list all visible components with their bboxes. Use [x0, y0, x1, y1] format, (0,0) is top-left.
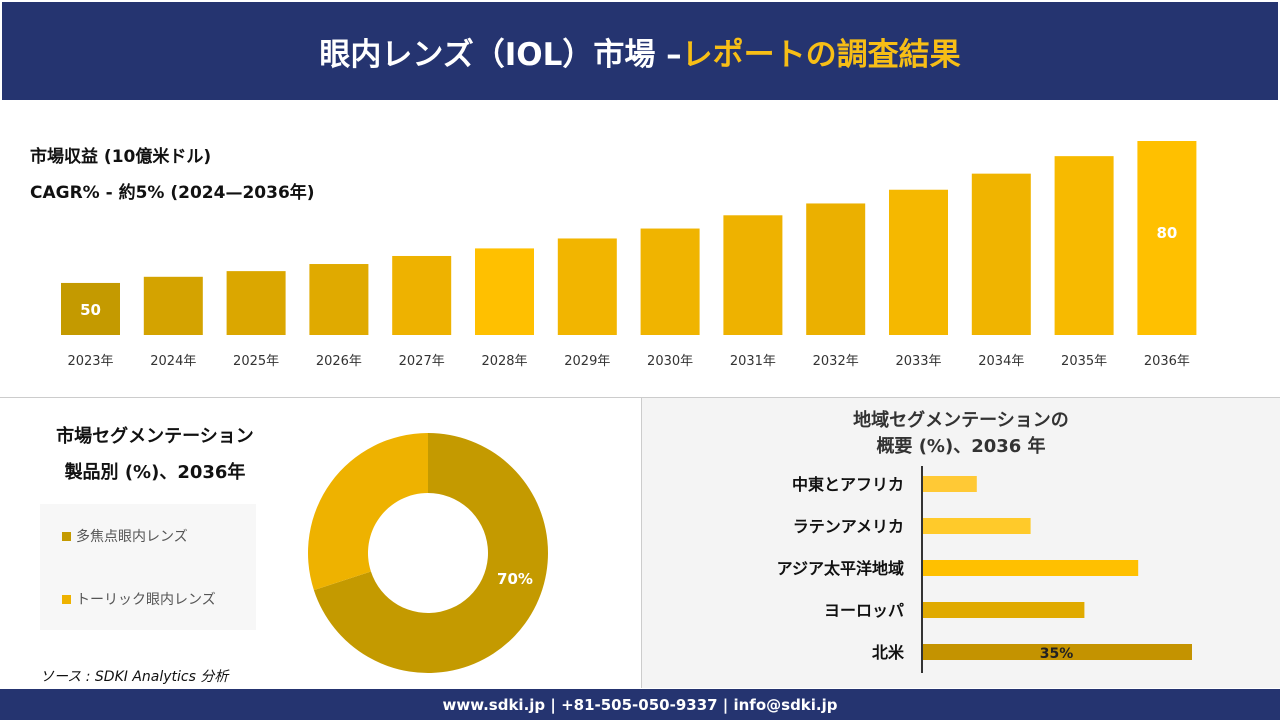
legend-swatch — [62, 594, 71, 604]
legend-item: 多焦点眼内レンズ — [62, 526, 188, 546]
y-tick-label: ヨーロッパ — [824, 601, 904, 620]
x-tick-label: 2025年 — [233, 354, 279, 369]
bar — [640, 228, 700, 335]
region-panel: 地域セグメンテーションの 概要 (%)、2036 年 中東とアフリカ ラテンアメリ… — [641, 398, 1280, 688]
bar — [61, 282, 120, 335]
data-label: 50 — [80, 301, 101, 319]
x-tick-label: 2034年 — [978, 354, 1024, 369]
x-tick-label: 2030年 — [647, 354, 693, 369]
cagr-label: CAGR% - 約5% (2024—2036年) — [30, 183, 315, 203]
legend-swatch — [62, 531, 71, 541]
y-tick-label: 中東とアフリカ — [792, 475, 904, 494]
divider — [0, 397, 1280, 398]
bar — [226, 271, 286, 335]
bar — [923, 476, 977, 492]
bar — [889, 189, 948, 335]
donut-slice — [308, 433, 428, 591]
bar — [392, 255, 452, 335]
y-tick-label: 北米 — [872, 643, 905, 662]
legend-label: トーリック眼内レンズ — [76, 592, 216, 608]
x-tick-label: 2033年 — [895, 354, 941, 369]
bar — [971, 173, 1031, 335]
bar — [143, 276, 203, 335]
region-title: 地域セグメンテーションの — [853, 410, 1069, 431]
bar — [1137, 141, 1197, 335]
bar — [723, 215, 783, 335]
footer-contact: www.sdki.jp | +81-505-050-9337 | info@sd… — [0, 689, 1280, 720]
bar — [923, 644, 1192, 660]
bar — [475, 248, 534, 335]
region-subtitle: 概要 (%)、2036 年 — [876, 436, 1046, 457]
donut-legend: 多焦点眼内レンズ トーリック眼内レンズ — [40, 504, 256, 630]
x-tick-label: 2031年 — [730, 354, 776, 369]
x-tick-label: 2032年 — [813, 354, 859, 369]
revenue-label: 市場収益 (10億米ドル) — [30, 147, 212, 167]
x-tick-label: 2036年 — [1144, 354, 1190, 369]
segment-subtitle: 製品別 (%)、2036年 — [64, 462, 246, 483]
bar — [923, 602, 1085, 618]
product-donut-chart: 70% — [308, 433, 548, 673]
legend-label: 多焦点眼内レンズ — [76, 529, 188, 545]
y-tick-label: ラテンアメリカ — [793, 517, 904, 536]
x-tick-label: 2027年 — [399, 354, 445, 369]
bar — [309, 264, 369, 335]
x-tick-label: 2024年 — [150, 354, 196, 369]
x-tick-label: 2026年 — [316, 354, 362, 369]
data-label: 70% — [497, 570, 533, 588]
legend-item: トーリック眼内レンズ — [62, 589, 216, 609]
x-tick-label: 2023年 — [67, 354, 113, 369]
bar — [923, 560, 1139, 576]
y-tick-label: アジア太平洋地域 — [777, 559, 904, 578]
data-label: 80 — [1156, 224, 1177, 242]
revenue-bar-chart: 2023年 50 2024年 2025年 2026年 2027年 2028年 2029年 203… — [61, 141, 1197, 369]
donut-slice — [313, 433, 548, 673]
page-title: 眼内レンズ（IOL）市場 – レポートの調査結果 — [2, 2, 1278, 100]
x-tick-label: 2029年 — [564, 354, 610, 369]
title-main: 眼内レンズ（IOL）市場 – — [319, 36, 682, 73]
bar — [1054, 156, 1114, 335]
x-tick-label: 2028年 — [481, 354, 527, 369]
data-label: 35% — [1040, 646, 1074, 662]
bar — [806, 203, 866, 335]
x-tick-label: 2035年 — [1061, 354, 1107, 369]
title-accent: レポートの調査結果 — [681, 36, 961, 73]
segment-title: 市場セグメンテーション — [56, 426, 254, 447]
source-note: ソース : SDKI Analytics 分析 — [40, 669, 229, 685]
bar — [923, 518, 1031, 534]
bar — [557, 238, 617, 335]
